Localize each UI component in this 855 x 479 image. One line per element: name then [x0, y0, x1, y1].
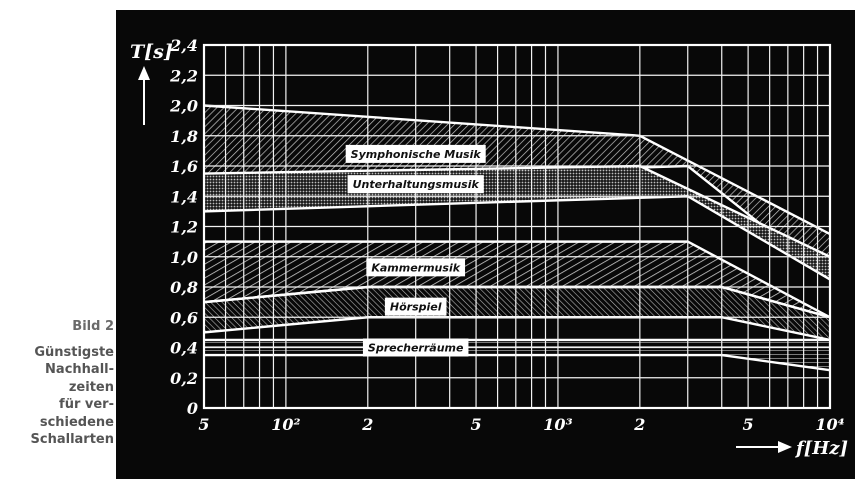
y-tick-label: 0,6	[170, 308, 198, 327]
caption-line: Nachhall-	[45, 362, 114, 377]
x-tick-label: 10³	[543, 415, 572, 434]
band-label-box	[362, 338, 469, 357]
band-label-box	[347, 175, 484, 194]
bands-group	[203, 104, 831, 372]
x-axis-label: f[Hz]	[794, 438, 848, 459]
band-lower-line	[204, 353, 831, 372]
grid-group	[202, 43, 832, 410]
caption-title: Bild 2	[72, 319, 114, 334]
y-tick-label: 1,4	[170, 187, 198, 206]
y-axis-label: T[s]	[130, 41, 173, 63]
caption-line: Günstigste	[34, 344, 114, 360]
band-labels-group: Symphonische Musik Unterhaltungsmusik Kamm…	[345, 144, 486, 357]
y-tick-label: 1,6	[170, 157, 198, 176]
y-tick-label: 2,2	[169, 66, 198, 85]
y-tick-label: 2,4	[169, 36, 198, 55]
y-tick-label: 1,8	[170, 127, 198, 146]
x-axis-arrow-head	[778, 441, 792, 453]
band-label-text: Hörspiel	[390, 301, 442, 314]
chart-svg: Symphonische Musik Unterhaltungsmusik Kamm…	[130, 36, 848, 459]
x-tick-label: 10²	[271, 415, 300, 434]
y-tick-label: 0,4	[170, 339, 198, 358]
band-area	[204, 287, 830, 340]
y-tick-label: 0	[187, 399, 198, 418]
band-label-text: Sprecherräume	[368, 342, 464, 355]
band-label-text: Kammermusik	[371, 261, 460, 274]
y-tick-label: 1,2	[170, 218, 198, 237]
caption-line: schiedene	[39, 414, 114, 430]
x-tick-label: 5	[743, 415, 754, 434]
band-label-text: Symphonische Musik	[351, 148, 482, 161]
band-label-box	[366, 258, 466, 277]
axes-group: T[s] f[Hz]	[130, 41, 848, 459]
plot-frame	[202, 43, 832, 410]
band-label-box	[345, 144, 486, 163]
band-area	[204, 166, 830, 280]
y-tick-label: 0,2	[170, 369, 198, 388]
x-tick-label: 2	[633, 415, 645, 434]
x-tick-label: 5	[198, 415, 209, 434]
y-tick-label: 2,0	[169, 97, 198, 116]
x-tick-label: 2	[361, 415, 373, 434]
x-tick-label: 5	[470, 415, 481, 434]
caption-line: zeiten	[68, 379, 114, 395]
x-tick-label: 10⁴	[815, 415, 844, 434]
chart-panel: Symphonische Musik Unterhaltungsmusik Kamm…	[116, 10, 855, 479]
y-tick-label: 1,0	[170, 248, 198, 267]
band-area	[204, 241, 830, 318]
band-label-text: Unterhaltungsmusik	[353, 178, 480, 191]
band-label-box	[384, 297, 447, 316]
y-tick-label: 0,8	[170, 278, 198, 297]
ticks-group: 0 0,2 0,4 0,6 0,8 1,0 1,2 1,4 1,6 1,8 2,0 2,2 2,4 5 10…	[169, 36, 844, 434]
figure-caption: Bild 2 Günstigste Nachhall- zeiten für v…	[0, 318, 114, 449]
caption-line: für ver-	[59, 397, 114, 412]
y-axis-arrow-head	[138, 66, 150, 80]
caption-line: Schallarten	[30, 432, 114, 447]
